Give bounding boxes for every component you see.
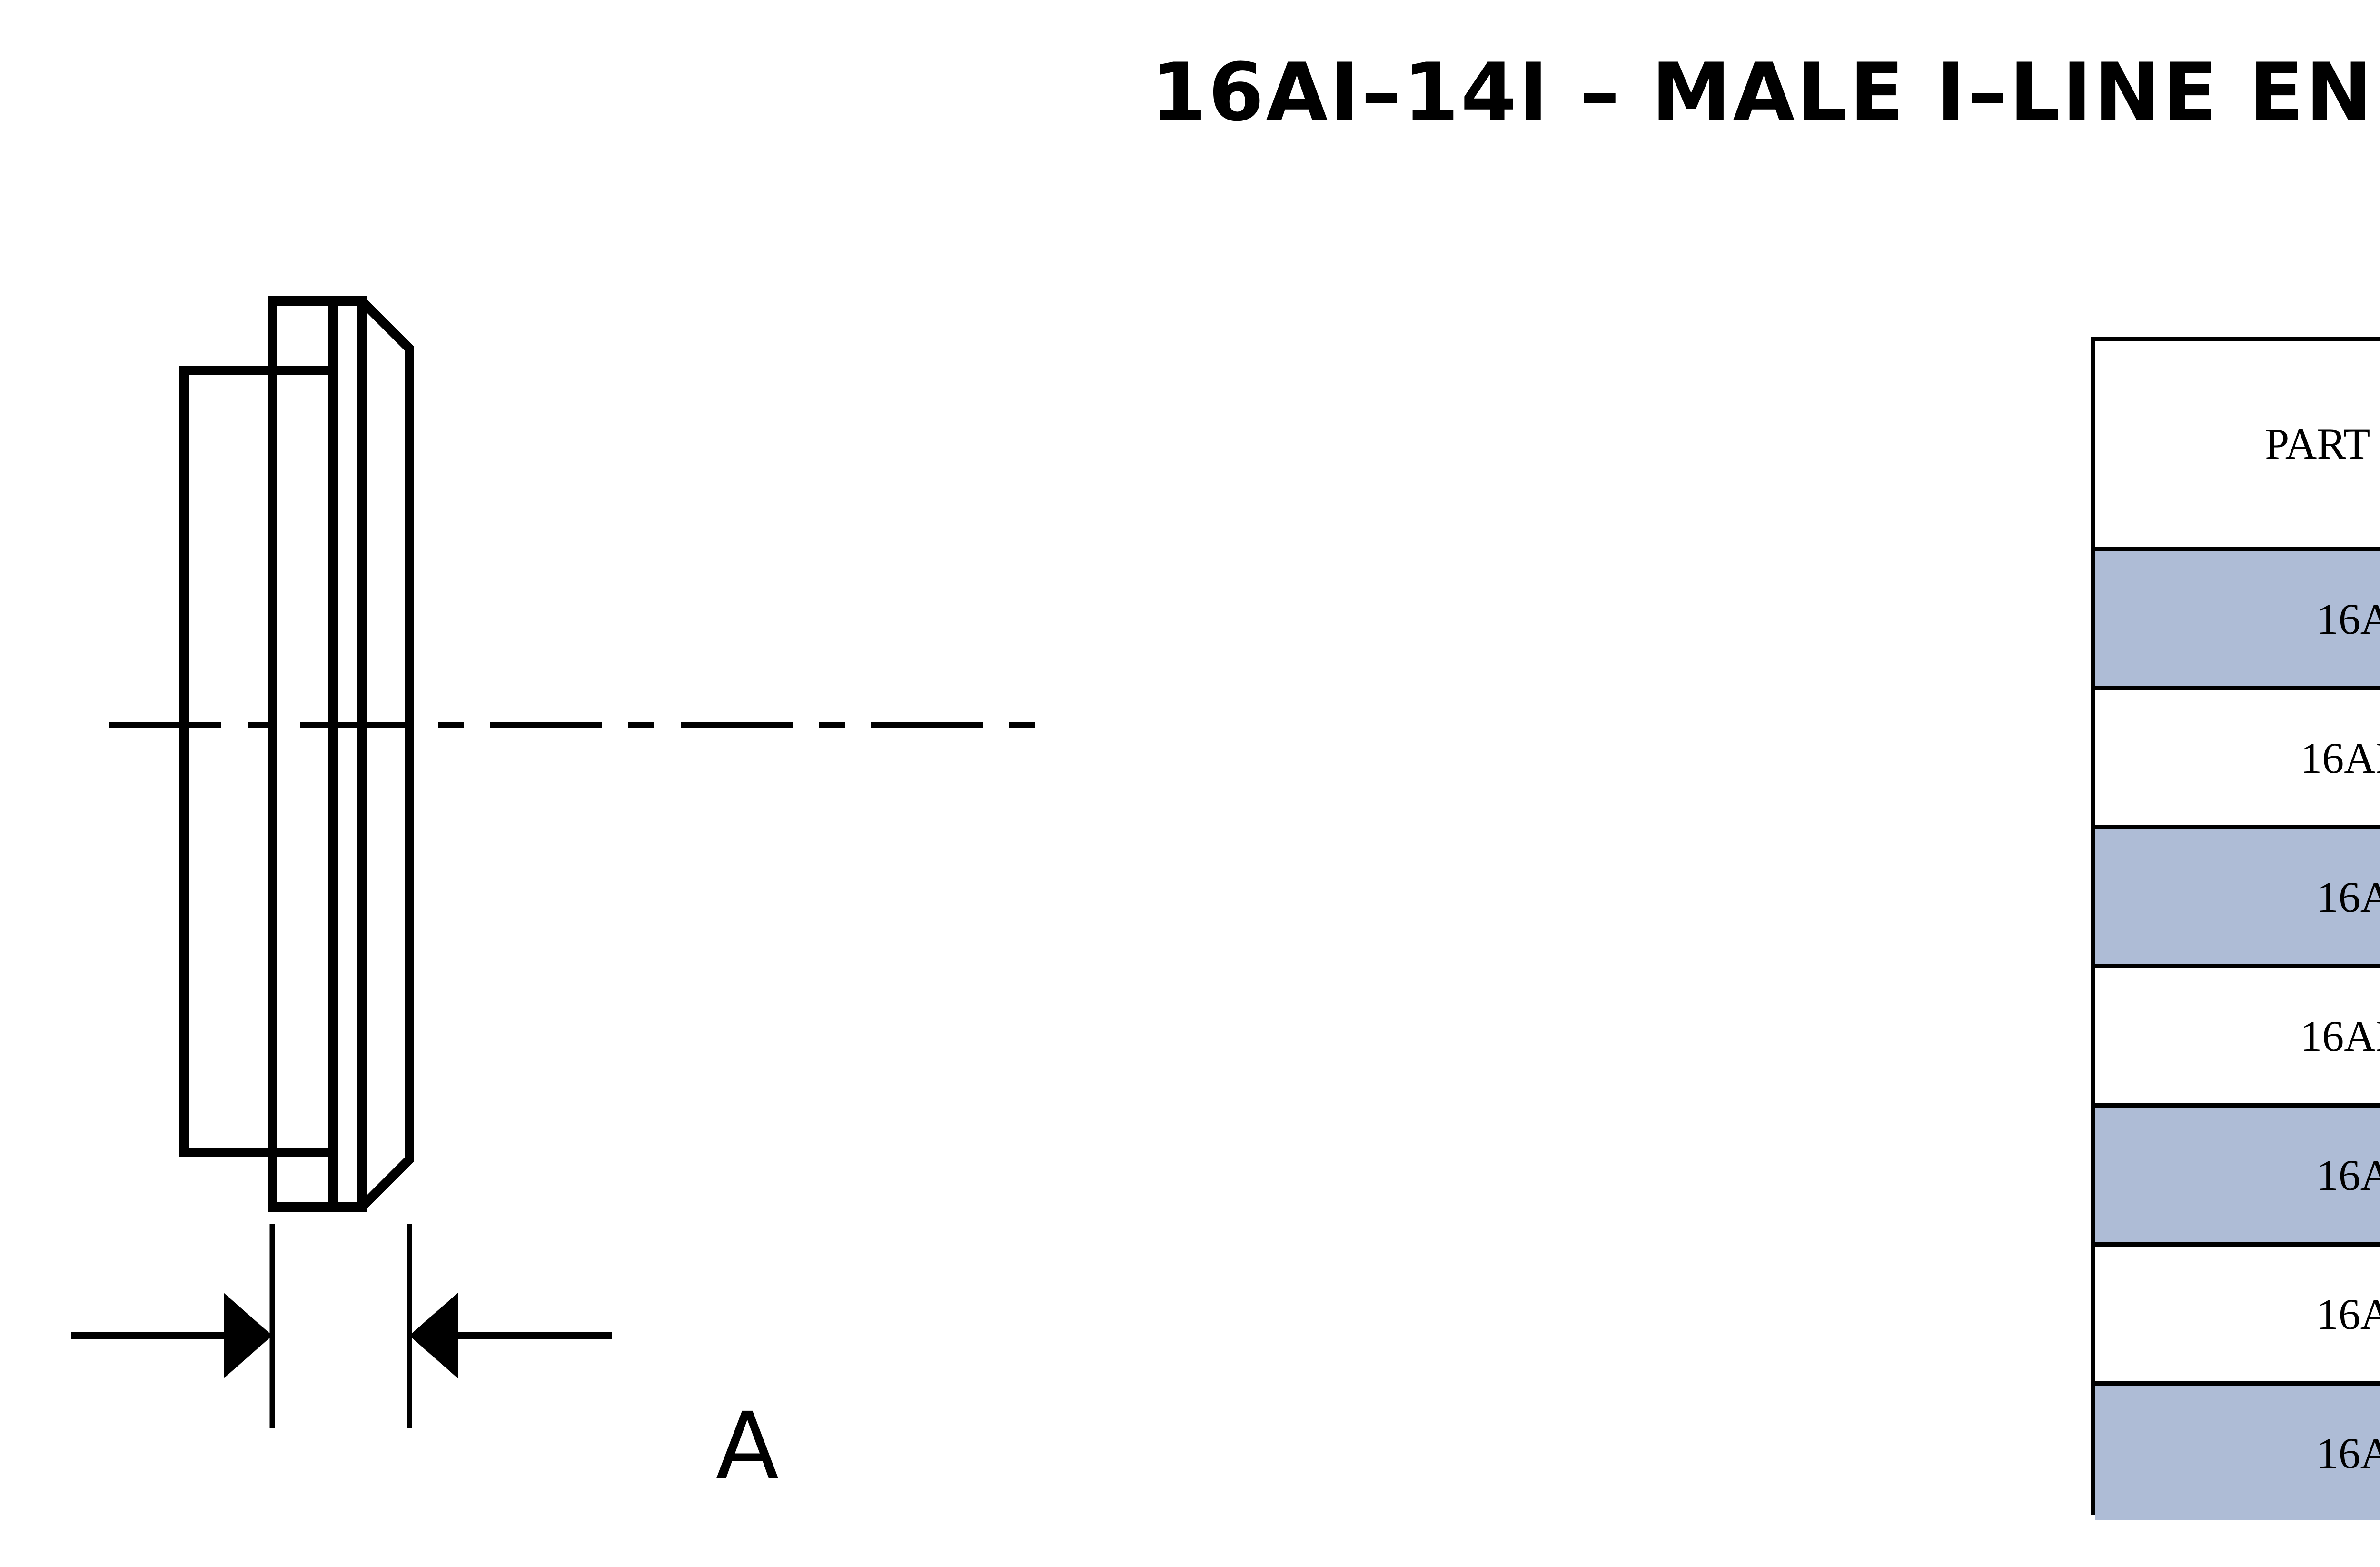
technical-drawing: A <box>0 210 1999 1524</box>
dimension-extension-lines <box>269 1224 412 1428</box>
table-row: 16AI-14I-2.52-1/2.692 <box>2095 966 2380 1108</box>
part-specification-table: PART NUMBER SIZE (inches) A (inches) 16A… <box>2091 337 2380 1520</box>
cell-part_number: 16AI-14I-6 <box>2095 1383 2380 1520</box>
cell-part_number: 16AI-14I-3 <box>2095 1105 2380 1247</box>
flange-outline <box>268 296 414 1212</box>
table-row: 16AI-14I-66.755 <box>2095 1383 2380 1520</box>
cell-part_number: 16AI-14I-2 <box>2095 827 2380 968</box>
table-row: 16AI-14I-22.505 <box>2095 827 2380 968</box>
column-header-part-number-label: PART NUMBER <box>2265 419 2380 469</box>
table-row: 16AI-14I-1.51-1/2.505 <box>2095 688 2380 829</box>
cell-part_number: 16AI-14I-1 <box>2095 549 2380 690</box>
table-row: 16AI-14I-11.505 <box>2095 549 2380 690</box>
cell-part_number: 16AI-14I-2.5 <box>2095 966 2380 1108</box>
cell-part_number: 16AI-14I-1.5 <box>2095 688 2380 829</box>
page-title: 16AI–14I – MALE I–LINE END CAP <box>1150 46 2380 139</box>
table-row: 16AI-14I-44.755 <box>2095 1244 2380 1386</box>
table-row: 16AI-14I-33.692 <box>2095 1105 2380 1247</box>
table-header-row: PART NUMBER SIZE (inches) A (inches) <box>2095 341 2380 551</box>
cell-part_number: 16AI-14I-4 <box>2095 1244 2380 1386</box>
dimension-arrow-left-icon <box>71 1293 272 1378</box>
dimension-label-a: A <box>715 1392 779 1500</box>
column-header-part-number: PART NUMBER <box>2095 341 2380 551</box>
end-cap-section-drawing <box>71 296 1047 1428</box>
dimension-arrow-right-icon <box>409 1293 612 1378</box>
body-outline <box>179 366 338 1157</box>
